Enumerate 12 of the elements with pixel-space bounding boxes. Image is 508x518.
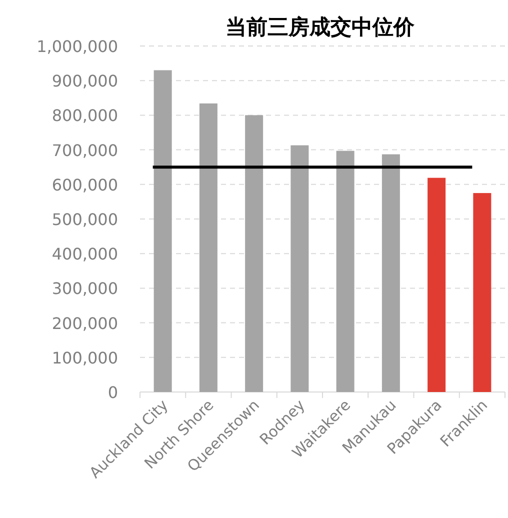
y-tick-label: 300,000 [52,279,118,298]
y-tick-label: 200,000 [52,314,118,333]
y-tick-label: 900,000 [52,72,118,91]
chart-title: 当前三房成交中位价 [226,15,416,39]
y-tick-label: 400,000 [52,244,118,264]
y-tick-label: 0 [108,383,118,402]
y-tick-label: 800,000 [52,106,118,126]
y-tick-label: 1,000,000 [36,37,118,56]
y-tick-label: 500,000 [52,210,118,229]
y-tick-label: 100,000 [52,348,118,368]
y-tick-label: 600,000 [52,175,118,194]
y-tick-label: 700,000 [52,140,118,160]
